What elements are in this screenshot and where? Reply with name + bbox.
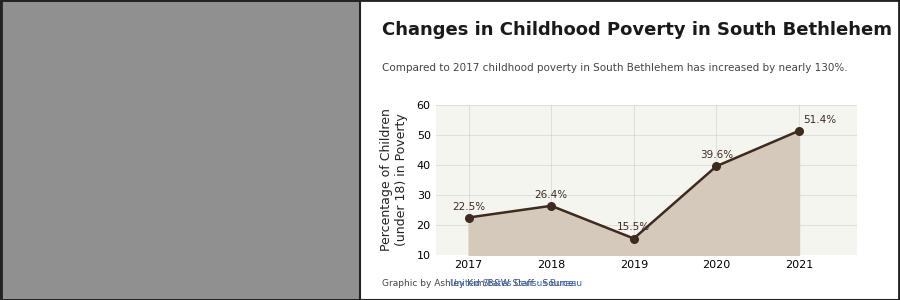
Text: 51.4%: 51.4% xyxy=(803,115,836,125)
Text: Compared to 2017 childhood poverty in South Bethlehem has increased by nearly 13: Compared to 2017 childhood poverty in So… xyxy=(382,63,847,73)
Text: Graphic by Ashley Kim/B&W Staff · Source:: Graphic by Ashley Kim/B&W Staff · Source… xyxy=(382,279,579,288)
Text: 26.4%: 26.4% xyxy=(535,190,568,200)
Y-axis label: Percentage of Children
(under 18) in Poverty: Percentage of Children (under 18) in Pov… xyxy=(381,109,409,251)
Point xyxy=(544,203,558,208)
Point xyxy=(792,128,806,133)
Text: 39.6%: 39.6% xyxy=(700,150,733,160)
Point xyxy=(626,236,641,241)
Text: United States Census Bureau: United States Census Bureau xyxy=(450,279,582,288)
Text: 15.5%: 15.5% xyxy=(617,223,651,232)
Point xyxy=(462,215,476,220)
Point xyxy=(709,164,724,169)
Text: Changes in Childhood Poverty in South Bethlehem: Changes in Childhood Poverty in South Be… xyxy=(382,21,892,39)
Text: 22.5%: 22.5% xyxy=(452,202,485,212)
